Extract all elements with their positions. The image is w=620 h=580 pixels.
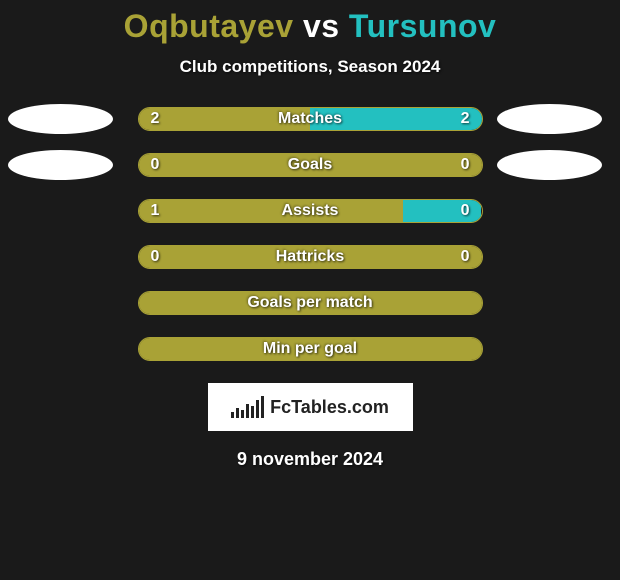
player2-name: Tursunov [349, 8, 496, 44]
stat-bar: Goals per match [138, 291, 483, 315]
stat-rows: Matches22 Goals00 Assists10 Hattricks00 Goal… [0, 107, 620, 361]
stat-row: Assists10 [0, 199, 620, 223]
player1-name: Oqbutayev [124, 8, 294, 44]
player1-avatar [8, 104, 113, 134]
stat-bar-right-fill [403, 200, 482, 222]
branding-badge: FcTables.com [208, 383, 413, 431]
vs-label: vs [303, 8, 340, 44]
date-label: 9 november 2024 [0, 449, 620, 470]
stat-row: Goals per match [0, 291, 620, 315]
player2-avatar [497, 150, 602, 180]
stat-row: Min per goal [0, 337, 620, 361]
stat-bar: Goals00 [138, 153, 483, 177]
stat-bar-left-fill [139, 246, 482, 268]
subtitle: Club competitions, Season 2024 [0, 57, 620, 77]
stat-bar-right-fill [310, 108, 482, 130]
stat-row: Goals00 [0, 153, 620, 177]
stat-bar: Assists10 [138, 199, 483, 223]
stat-bar-left-fill [139, 200, 403, 222]
stat-bar: Min per goal [138, 337, 483, 361]
branding-text: FcTables.com [270, 397, 389, 418]
comparison-title: Oqbutayev vs Tursunov [0, 8, 620, 45]
stat-bar: Matches22 [138, 107, 483, 131]
stat-bar: Hattricks00 [138, 245, 483, 269]
stat-row: Matches22 [0, 107, 620, 131]
stat-bar-left-fill [139, 154, 482, 176]
stat-bar-left-fill [139, 108, 311, 130]
comparison-card: Oqbutayev vs Tursunov Club competitions,… [0, 0, 620, 470]
branding-logo-icon [231, 396, 264, 418]
stat-bar-left-fill [139, 292, 482, 314]
stat-bar-left-fill [139, 338, 482, 360]
stat-row: Hattricks00 [0, 245, 620, 269]
player1-avatar [8, 150, 113, 180]
player2-avatar [497, 104, 602, 134]
